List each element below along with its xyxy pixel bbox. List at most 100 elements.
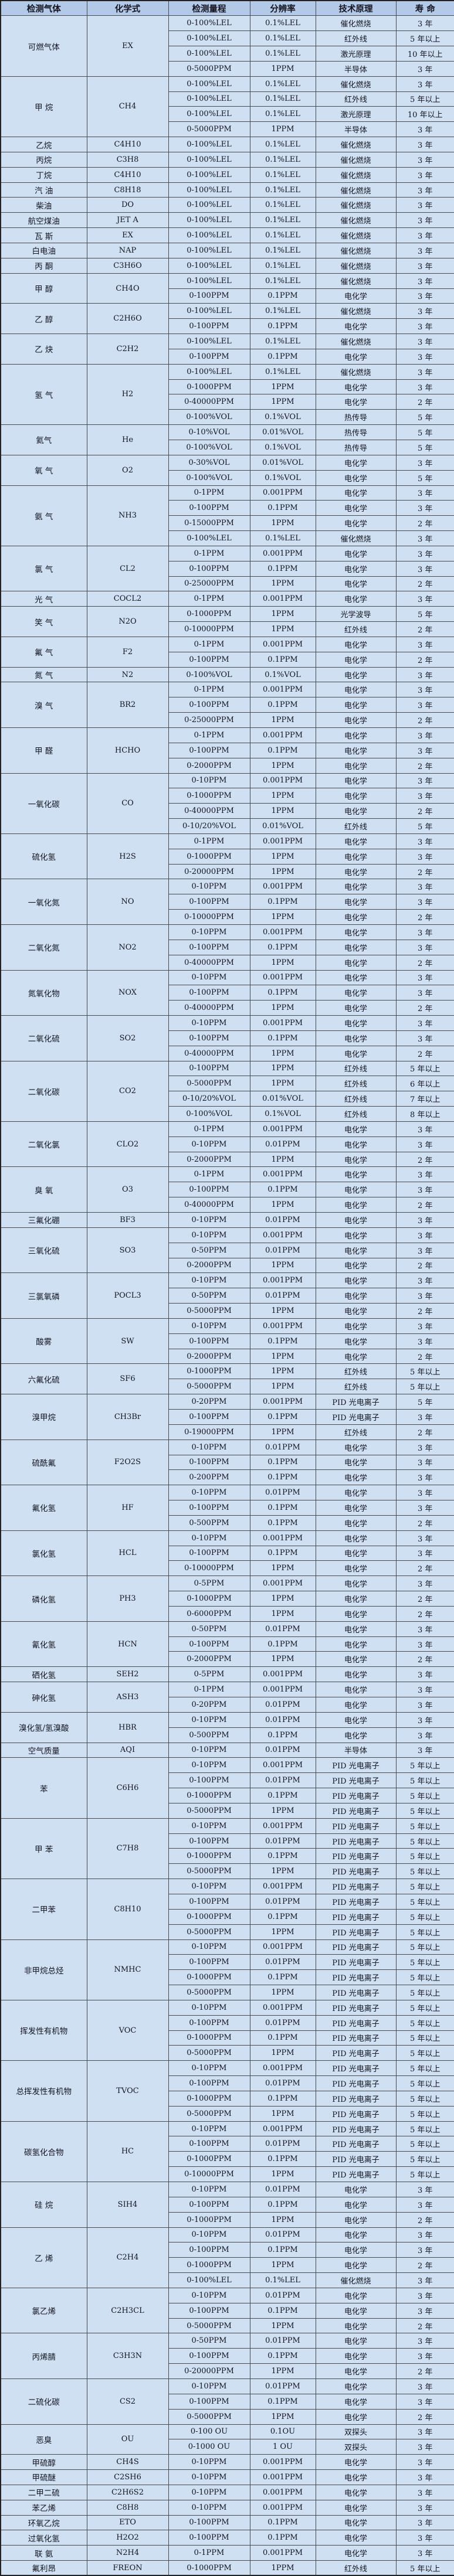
- resolution-cell: 0.001PPM: [249, 1999, 316, 2016]
- lifetime-cell: 2 年: [395, 621, 454, 637]
- gas-name-cell: 光 气: [0, 591, 87, 607]
- lifetime-cell: 3 年: [395, 894, 454, 910]
- resolution-cell: 0.001PPM: [249, 545, 316, 562]
- principle-cell: 电化学: [315, 773, 397, 789]
- chemical-formula-cell: C3H6O: [86, 257, 169, 274]
- chemical-formula-cell: O3: [86, 1166, 169, 1213]
- resolution-cell: 0.1PPM: [249, 2030, 316, 2046]
- principle-cell: 催化燃烧: [315, 363, 397, 380]
- range-cell: 0-1000PPM: [168, 1848, 250, 1864]
- gas-row: 0-100PPM 0.01PPM PID 光电离子 5 年以上: [1, 2014, 454, 2031]
- gas-row: 溴 气 BR2 0-1PPM 0.001PPM 电化学 3 年: [0, 682, 454, 728]
- gas-row: 二氧化氮 NO2 0-10PPM 0.001PPM 电化学 3 年: [0, 924, 454, 971]
- lifetime-cell: 5 年以上: [395, 1818, 454, 1834]
- lifetime-cell: 2 年: [395, 712, 454, 728]
- principle-cell: 催化燃烧: [315, 334, 397, 349]
- chemical-formula-cell: PH3: [86, 1575, 169, 1622]
- lifetime-cell: 3 年: [395, 682, 454, 698]
- range-cell: 0-100PPM: [168, 985, 250, 1001]
- column-header: 检测量程: [168, 0, 250, 16]
- principle-cell: 电化学: [315, 1711, 397, 1728]
- resolution-cell: 0.1%LEL: [249, 166, 316, 183]
- lifetime-cell: 2 年: [395, 2408, 454, 2425]
- resolution-cell: 0.1PPM: [249, 1727, 316, 1743]
- resolution-cell: 0.01%VOL: [249, 424, 316, 440]
- lifetime-cell: 3 年: [395, 1742, 454, 1758]
- gas-row: 磷化氢 PH3 0-5PPM 0.001PPM 电化学 3 年: [0, 1575, 454, 1622]
- lifetime-cell: 3 年: [395, 560, 454, 577]
- principle-cell: 电化学: [315, 1515, 397, 1531]
- gas-row: 环氧乙烷 ETO 0-100PPM 0.1PPM 电化学 3 年: [0, 2514, 454, 2531]
- chemical-formula-cell: C2SH6: [86, 2469, 169, 2485]
- lifetime-cell: 3 年: [395, 1621, 454, 1637]
- principle-cell: 电化学: [315, 454, 397, 471]
- lifetime-cell: 3 年: [395, 273, 454, 289]
- gas-row: 氟化氢 HF 0-10PPM 0.01PPM 电化学 3 年: [0, 1485, 454, 1531]
- gas-row: 航空煤油 JET A 0-100%LEL 0.1%LEL 催化燃烧 3 年: [0, 212, 454, 229]
- principle-cell: 电化学: [315, 833, 397, 849]
- range-cell: 0-10PPM: [168, 1439, 250, 1455]
- gas-row: 氦气 He 0-10%VOL 0.01%VOL 热传导 5 年: [0, 424, 454, 455]
- principle-cell: 电化学: [315, 2196, 397, 2213]
- range-cell: 0-100PPM: [168, 2196, 250, 2213]
- range-cell: 0-50PPM: [168, 1288, 250, 1304]
- principle-cell: 电化学: [315, 1182, 397, 1198]
- gas-row: 总挥发性有机物 TVOC 0-10PPM 0.001PPM PID 光电离子 5 年以上: [0, 2060, 454, 2122]
- gas-row: 硫酰氟 F2O2S 0-10PPM 0.01PPM 电化学 3 年: [0, 1439, 454, 1486]
- principle-cell: 电化学: [315, 2484, 397, 2500]
- gas-row: 0-1000PPM 1PPM 电化学 3 年: [1, 379, 454, 395]
- lifetime-cell: 5 年以上: [395, 2030, 454, 2046]
- range-cell: 0-1000PPM: [168, 2211, 250, 2228]
- range-cell: 0-5000PPM: [168, 2408, 250, 2425]
- gas-row: 0-100PPM 0.1PPM 电化学 3 年: [1, 1500, 454, 1516]
- principle-cell: 电化学: [315, 1257, 397, 1274]
- gas-row: 0-5000PPM 1PPM PID 光电离子 5 年以上: [1, 2045, 454, 2061]
- resolution-cell: 1PPM: [249, 909, 316, 925]
- range-cell: 0-40000PPM: [168, 394, 250, 410]
- gas-row: 0-2000PPM 1PPM 电化学 2 年: [1, 1348, 454, 1364]
- lifetime-cell: 5 年以上: [395, 2090, 454, 2107]
- range-cell: 0-100%LEL: [168, 243, 250, 258]
- lifetime-cell: 5 年: [395, 439, 454, 455]
- range-cell: 0-5000PPM: [168, 2045, 250, 2061]
- principle-cell: 电化学: [315, 1530, 397, 1546]
- chemical-formula-cell: CO: [86, 773, 169, 834]
- gas-name-cell: 甲 醛: [0, 727, 87, 774]
- resolution-cell: 0.1%LEL: [249, 363, 316, 380]
- resolution-cell: 1PPM: [249, 394, 316, 410]
- gas-name-cell: 二硫化碳: [0, 2378, 87, 2425]
- gas-row: 溴化氢/氢溴酸 HBR 0-10PPM 0.01PPM 电化学 3 年: [0, 1711, 454, 1743]
- principle-cell: 红外线: [315, 1379, 397, 1395]
- lifetime-cell: 3 年: [395, 166, 454, 183]
- gas-row: 0-100%VOL 0.1%VOL 电化学 5 年: [1, 469, 454, 486]
- range-cell: 0-10PPM: [168, 773, 250, 789]
- resolution-cell: 0.1PPM: [249, 2302, 316, 2319]
- range-cell: 0-2000PPM: [168, 1651, 250, 1668]
- lifetime-cell: 2 年: [395, 1515, 454, 1531]
- gas-row: 0-40000PPM 1PPM 电化学 2 年: [1, 1045, 454, 1061]
- principle-cell: 热传导: [315, 439, 397, 455]
- range-cell: 0-1000PPM: [168, 1969, 250, 1986]
- range-cell: 0-5000PPM: [168, 121, 250, 138]
- gas-name-cell: 溴化氢/氢溴酸: [0, 1711, 87, 1743]
- gas-name-cell: 甲 烷: [0, 76, 87, 138]
- principle-cell: 电化学: [315, 1439, 397, 1455]
- principle-cell: 电化学: [315, 1575, 397, 1592]
- range-cell: 0-10PPM: [168, 1999, 250, 2016]
- lifetime-cell: 3 年: [395, 2484, 454, 2500]
- resolution-cell: 0.01PPM: [249, 2136, 316, 2152]
- gas-row: 0-20000PPM 1PPM 电化学 2 年: [1, 863, 454, 880]
- principle-cell: PID 光电离子: [315, 1954, 397, 1971]
- lifetime-cell: 3 年: [395, 2196, 454, 2213]
- principle-cell: 电化学: [315, 863, 397, 880]
- lifetime-cell: 5 年以上: [395, 2136, 454, 2152]
- lifetime-cell: 3 年: [395, 530, 454, 546]
- chemical-formula-cell: C7H8: [86, 1818, 169, 1880]
- range-cell: 0-1000PPM: [168, 1788, 250, 1803]
- range-cell: 0-100%LEL: [168, 76, 250, 92]
- range-cell: 0-10/20%VOL: [168, 818, 250, 834]
- principle-cell: 电化学: [315, 985, 397, 1001]
- gas-row: 0-2000PPM 1PPM 电化学 2 年: [1, 1151, 454, 1168]
- principle-cell: 电化学: [315, 500, 397, 516]
